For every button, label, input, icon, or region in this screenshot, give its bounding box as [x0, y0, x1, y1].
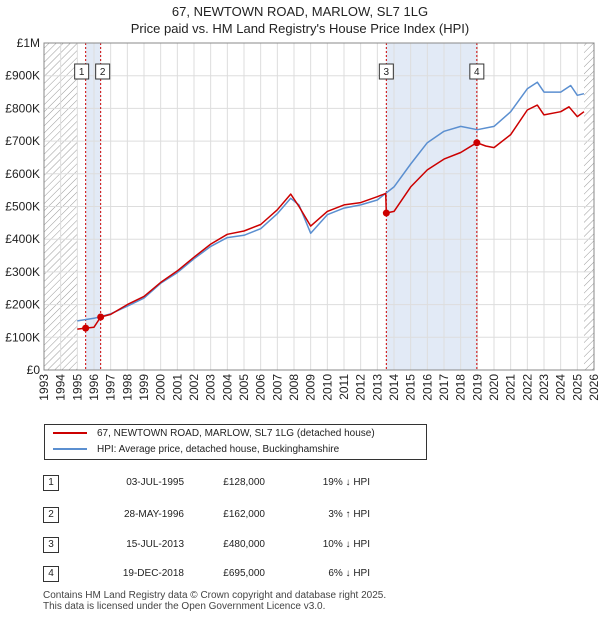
sale-box-label: 3 — [384, 67, 390, 78]
sale-hpi-change: 3% ↑ HPI — [328, 509, 370, 520]
hpi-series-line — [77, 81, 585, 322]
x-tick-label: 2026 — [587, 374, 600, 401]
y-tick-label: £800K — [5, 101, 40, 115]
sale-date: 15-JUL-2013 — [126, 539, 184, 550]
sale-row: 2 28-MAY-1996 £162,000 3% ↑ HPI — [0, 505, 600, 527]
sale-price: £128,000 — [223, 477, 265, 488]
x-tick-label: 2005 — [237, 374, 251, 401]
x-tick-label: 2016 — [420, 374, 434, 401]
x-tick-label: 1998 — [120, 374, 134, 401]
chart-subtitle: Price paid vs. HM Land Registry's House … — [130, 21, 470, 36]
plot-frame — [43, 42, 595, 371]
x-tick-label: 2012 — [354, 374, 368, 401]
sale-badge: 4 — [43, 566, 59, 582]
x-tick-label: 2006 — [254, 374, 268, 401]
legend-label-price: 67, NEWTOWN ROAD, MARLOW, SL7 1LG (detac… — [97, 428, 375, 439]
sale-hpi-change: 19% ↓ HPI — [322, 477, 370, 488]
y-tick-label: £700K — [5, 134, 40, 148]
x-tick-label: 2009 — [304, 374, 318, 401]
sale-date: 19-DEC-2018 — [122, 568, 184, 579]
x-tick-label: 2013 — [370, 374, 384, 401]
legend-label-hpi: HPI: Average price, detached house, Buck… — [97, 444, 340, 455]
sale-hpi-change: 6% ↓ HPI — [328, 568, 370, 579]
chart-legend: 67, NEWTOWN ROAD, MARLOW, SL7 1LG (detac… — [44, 424, 427, 460]
sale-badge: 3 — [43, 537, 59, 553]
y-tick-label: £200K — [5, 298, 40, 312]
x-tick-label: 2023 — [537, 374, 551, 401]
x-tick-label: 2015 — [404, 374, 418, 401]
sale-badge: 2 — [43, 507, 59, 523]
legend-item-hpi: HPI: Average price, detached house, Buck… — [53, 442, 339, 458]
chart-title: 67, NEWTOWN ROAD, MARLOW, SL7 1LG — [171, 4, 429, 19]
sale-price: £480,000 — [223, 539, 265, 550]
legend-swatch-price — [53, 432, 87, 435]
y-tick-label: £500K — [5, 200, 40, 214]
sale-price: £162,000 — [223, 509, 265, 520]
sale-point — [473, 139, 481, 147]
sale-box — [469, 63, 485, 80]
x-tick-label: 2008 — [287, 374, 301, 401]
x-tick-label: 2025 — [570, 374, 584, 401]
legend-item-price: 67, NEWTOWN ROAD, MARLOW, SL7 1LG (detac… — [53, 426, 375, 442]
x-tick-label: 2014 — [387, 374, 401, 401]
footer-licence: This data is licensed under the Open Gov… — [43, 601, 326, 612]
y-tick-label: £600K — [5, 167, 40, 181]
sale-row: 3 15-JUL-2013 £480,000 10% ↓ HPI — [0, 535, 600, 557]
x-tick-label: 2001 — [170, 374, 184, 401]
y-tick-label: £300K — [5, 265, 40, 279]
x-tick-label: 2019 — [470, 374, 484, 401]
x-tick-label: 1997 — [104, 374, 118, 401]
x-tick-label: 1999 — [137, 374, 151, 401]
sale-date: 03-JUL-1995 — [126, 477, 184, 488]
x-tick-label: 2004 — [220, 374, 234, 401]
sale-box-label: 4 — [474, 67, 480, 78]
sale-badge: 1 — [43, 475, 59, 491]
sale-hpi-change: 10% ↓ HPI — [322, 539, 370, 550]
sale-box — [74, 63, 90, 80]
x-tick-label: 1994 — [54, 374, 68, 401]
y-tick-label: £900K — [5, 69, 40, 83]
x-tick-label: 2022 — [520, 374, 534, 401]
sale-box — [95, 63, 111, 80]
y-tick-label: £100K — [5, 330, 40, 344]
y-tick-label: £0 — [27, 363, 41, 377]
x-tick-label: 2010 — [320, 374, 334, 401]
x-tick-label: 2002 — [187, 374, 201, 401]
price-series-line — [77, 104, 585, 330]
x-tick-label: 1995 — [70, 374, 84, 401]
y-tick-label: £400K — [5, 232, 40, 246]
sale-row: 1 03-JUL-1995 £128,000 19% ↓ HPI — [0, 473, 600, 495]
legend-swatch-hpi — [53, 448, 87, 451]
sale-price: £695,000 — [223, 568, 265, 579]
x-tick-label: 2000 — [154, 374, 168, 401]
y-tick-label: £1M — [17, 36, 40, 50]
sale-box — [378, 63, 394, 80]
sale-box-label: 1 — [79, 67, 85, 78]
sale-point — [82, 324, 90, 332]
footer-copyright: Contains HM Land Registry data © Crown c… — [43, 590, 387, 601]
x-tick-label: 2017 — [437, 374, 451, 401]
x-tick-label: 2003 — [204, 374, 218, 401]
x-tick-label: 2007 — [270, 374, 284, 401]
x-tick-label: 2024 — [554, 374, 568, 401]
x-tick-label: 2018 — [454, 374, 468, 401]
x-tick-label: 2020 — [487, 374, 501, 401]
x-tick-label: 1996 — [87, 374, 101, 401]
sale-box-label: 2 — [100, 67, 106, 78]
sale-point — [382, 209, 390, 217]
x-tick-label: 1993 — [37, 374, 51, 401]
sale-point — [97, 313, 105, 321]
price-chart: 1 2 3 4 £0 £100K £200K £300K £400K £500K £600K £70… — [5, 36, 600, 401]
sale-row: 4 19-DEC-2018 £695,000 6% ↓ HPI — [0, 564, 600, 586]
x-tick-label: 2011 — [337, 374, 351, 400]
x-tick-label: 2021 — [504, 374, 518, 401]
sale-date: 28-MAY-1996 — [123, 509, 184, 520]
